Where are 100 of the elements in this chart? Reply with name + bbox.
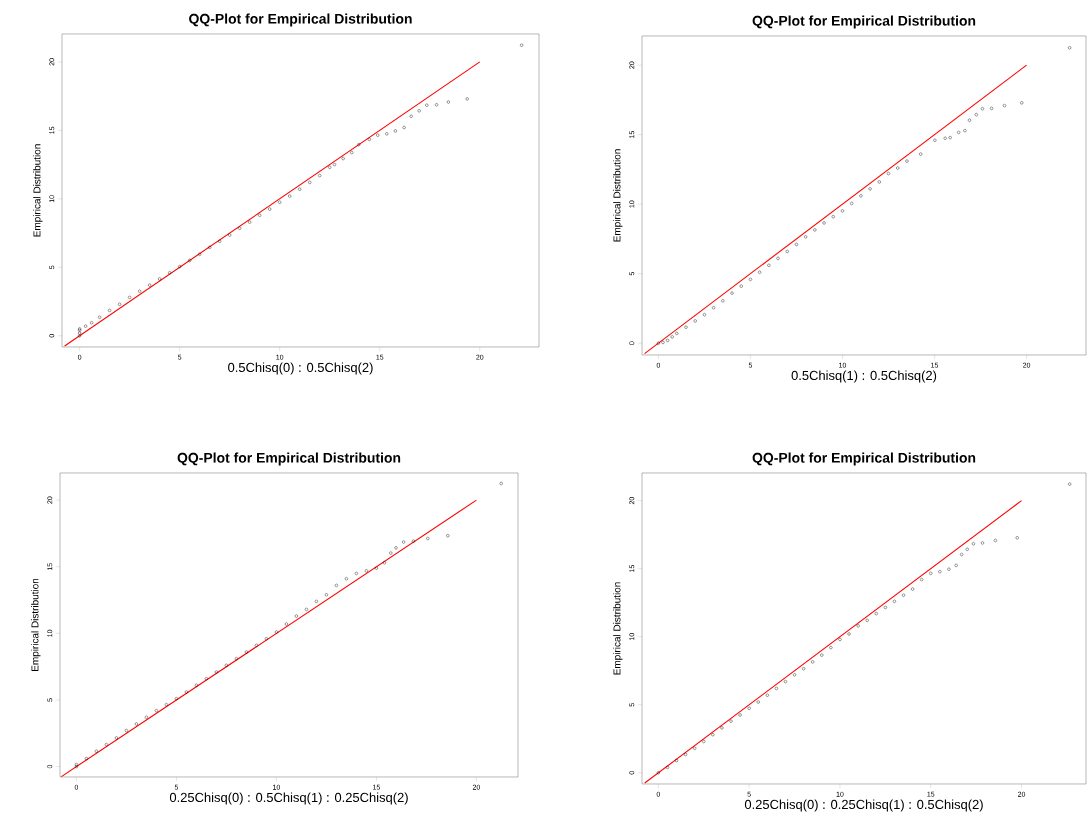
point xyxy=(118,302,122,306)
point xyxy=(84,757,89,761)
point xyxy=(393,129,397,133)
point xyxy=(274,630,279,634)
x-axis-title: 0.5Chisq(1) : 0.5Chisq(2) xyxy=(791,370,937,383)
chart-title: QQ-Plot for Empirical Distribution xyxy=(177,452,401,466)
point xyxy=(943,136,947,140)
point xyxy=(98,315,102,319)
point xyxy=(376,133,380,137)
point xyxy=(747,706,751,710)
point xyxy=(324,593,329,597)
point xyxy=(892,599,897,603)
point xyxy=(896,166,900,170)
point xyxy=(957,130,961,135)
point xyxy=(78,334,82,338)
point xyxy=(665,765,670,769)
point xyxy=(124,729,129,733)
point xyxy=(933,138,937,142)
point xyxy=(804,235,808,239)
point xyxy=(960,552,964,557)
point xyxy=(831,215,835,219)
point xyxy=(341,156,345,161)
point xyxy=(128,295,132,300)
point xyxy=(354,571,359,576)
point xyxy=(218,239,222,243)
point xyxy=(434,103,439,107)
point xyxy=(820,653,824,657)
point xyxy=(499,481,503,486)
point xyxy=(318,173,322,178)
point xyxy=(134,722,139,726)
point xyxy=(656,341,660,345)
point xyxy=(234,657,239,661)
point xyxy=(294,614,299,618)
point xyxy=(811,660,815,664)
x-axis-title: 0.25Chisq(0) : 0.5Chisq(1) : 0.25Chisq(2) xyxy=(169,792,408,805)
point xyxy=(174,697,179,701)
point xyxy=(350,150,354,155)
point xyxy=(168,271,172,275)
point xyxy=(822,221,826,225)
point xyxy=(94,749,99,753)
point xyxy=(334,583,339,588)
point xyxy=(721,299,725,303)
point xyxy=(148,283,152,287)
point xyxy=(520,43,524,47)
point xyxy=(865,618,869,622)
point xyxy=(158,277,162,281)
chart-title: QQ-Plot for Empirical Distribution xyxy=(752,15,976,29)
point xyxy=(729,719,733,723)
point xyxy=(656,771,660,775)
point xyxy=(224,663,229,667)
point xyxy=(847,632,851,636)
point xyxy=(971,542,976,546)
point xyxy=(465,97,469,101)
point xyxy=(980,541,985,545)
point xyxy=(874,611,878,616)
point xyxy=(840,209,845,213)
point xyxy=(402,125,406,130)
point xyxy=(859,194,863,198)
point xyxy=(208,245,212,250)
y-axis-title: Empirical Distribution xyxy=(613,149,623,242)
y-axis-title: Empirical Distribution xyxy=(33,144,43,237)
point xyxy=(367,137,371,142)
point xyxy=(883,605,887,610)
point xyxy=(1020,101,1024,105)
point xyxy=(385,132,389,136)
point xyxy=(666,338,670,342)
point xyxy=(254,643,259,647)
point xyxy=(670,335,674,339)
point xyxy=(144,715,149,719)
point xyxy=(730,291,734,295)
point xyxy=(1068,46,1072,50)
point xyxy=(684,325,688,329)
point xyxy=(288,194,292,198)
y-axis-title: Empirical Distribution xyxy=(31,578,41,671)
point xyxy=(164,703,169,707)
point xyxy=(364,569,369,573)
point xyxy=(1015,536,1019,540)
point xyxy=(344,577,349,581)
point xyxy=(328,165,332,169)
point xyxy=(178,265,182,269)
point xyxy=(850,201,854,206)
point xyxy=(738,713,742,717)
point xyxy=(357,143,361,147)
point xyxy=(78,331,82,335)
point xyxy=(702,313,707,317)
y-axis-title: Empirical Distribution xyxy=(613,582,623,675)
point xyxy=(720,726,724,730)
point xyxy=(947,567,951,571)
point xyxy=(138,289,142,293)
point xyxy=(792,673,797,677)
point xyxy=(84,324,88,328)
point xyxy=(446,534,450,538)
point xyxy=(394,546,398,550)
point xyxy=(856,624,860,628)
point xyxy=(264,637,269,641)
point xyxy=(901,593,906,597)
point xyxy=(228,233,232,237)
chart-title: QQ-Plot for Empirical Distribution xyxy=(189,13,412,27)
point xyxy=(298,187,302,191)
point xyxy=(1068,482,1072,486)
